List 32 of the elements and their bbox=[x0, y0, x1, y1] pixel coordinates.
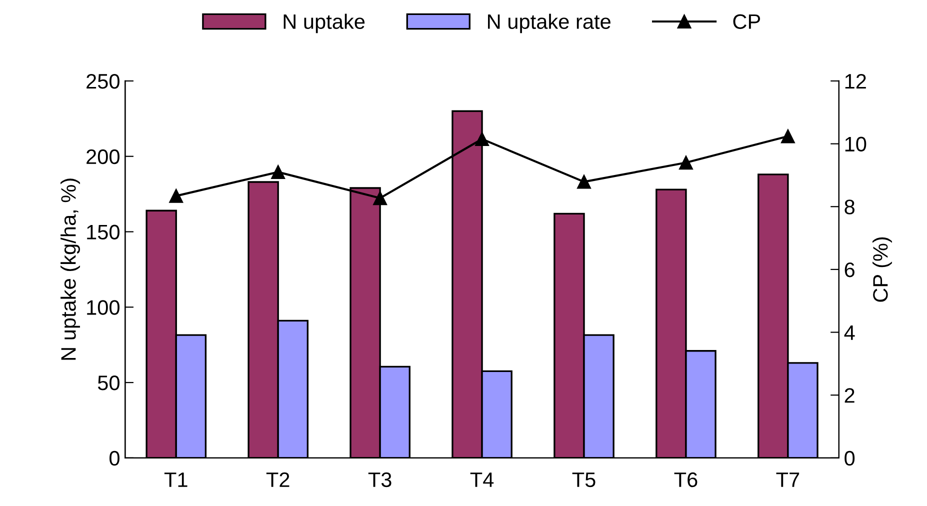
y-tick-label: 0 bbox=[110, 450, 120, 466]
y2-tick-label: 12 bbox=[845, 74, 866, 89]
y-tick-label: 150 bbox=[87, 224, 120, 240]
point bbox=[169, 188, 184, 203]
x-tick-label: T1 bbox=[164, 472, 188, 487]
y2-tick-label: 4 bbox=[844, 325, 855, 340]
y2-axis-title: CP (%) bbox=[872, 237, 892, 302]
point bbox=[475, 132, 489, 146]
x-tick-label: T6 bbox=[674, 472, 698, 488]
y2-tick-label: 8 bbox=[844, 200, 854, 214]
legend-label: N uptake rate bbox=[488, 14, 610, 34]
y-axis-title: N uptake (kg/ha, %) bbox=[60, 178, 80, 360]
point bbox=[679, 156, 693, 170]
y2-tick-label: 10 bbox=[845, 136, 866, 152]
y2-tick-label: 0 bbox=[844, 450, 855, 466]
x-tick-label: T5 bbox=[572, 472, 596, 488]
y2-tick-label: 2 bbox=[844, 388, 854, 403]
y-tick-label: 50 bbox=[98, 376, 120, 390]
x-tick-label: T2 bbox=[266, 472, 290, 487]
legend-label: CP bbox=[733, 14, 760, 29]
x-tick-label: T3 bbox=[368, 472, 392, 488]
x-tick-label: T7 bbox=[776, 472, 800, 487]
y-tick-label: 200 bbox=[86, 149, 120, 164]
y-tick-label: 100 bbox=[87, 300, 120, 315]
point bbox=[271, 165, 286, 180]
point bbox=[577, 174, 591, 189]
point bbox=[781, 129, 795, 144]
x-tick-label: T4 bbox=[470, 472, 494, 487]
y2-tick-label: 6 bbox=[844, 262, 854, 278]
legend-label: N uptake bbox=[284, 14, 365, 34]
point bbox=[373, 191, 388, 206]
y-tick-label: 250 bbox=[86, 74, 120, 89]
